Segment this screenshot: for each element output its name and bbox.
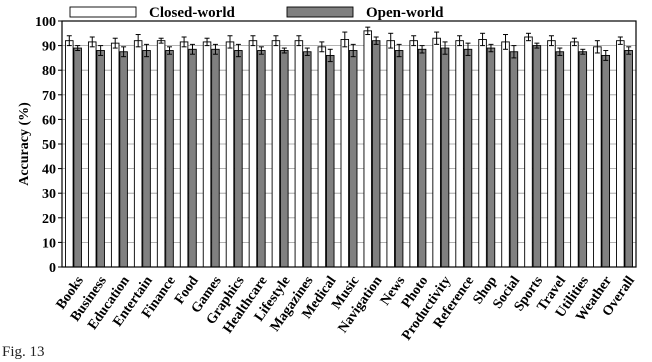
- bar-open-world: [532, 45, 542, 268]
- bar-open-world: [417, 48, 427, 268]
- legend-swatch-open-world: [286, 6, 354, 18]
- legend-label: Closed-world: [149, 5, 235, 21]
- bar-open-world: [96, 50, 105, 268]
- bar-closed-world: [409, 40, 418, 268]
- bar-closed-world: [386, 40, 395, 268]
- bar-closed-world: [202, 41, 212, 268]
- bar-closed-world: [432, 37, 441, 268]
- bar-closed-world: [65, 40, 74, 268]
- bar-open-world: [165, 50, 174, 268]
- bar-closed-world: [501, 41, 510, 268]
- bar-closed-world: [455, 40, 464, 268]
- bar-open-world: [486, 47, 496, 268]
- y-tick-label: 0: [49, 261, 56, 276]
- bar-open-world: [555, 51, 565, 268]
- bar-open-world: [371, 40, 381, 268]
- bar-open-world: [624, 50, 633, 268]
- bar-open-world: [280, 50, 289, 268]
- bar-closed-world: [179, 41, 189, 268]
- y-tick-label: 100: [35, 15, 56, 30]
- plot-frame: [61, 20, 637, 268]
- legend-swatch-closed-world: [69, 6, 137, 18]
- bar-open-world: [601, 54, 611, 268]
- legend-label: Open-world: [366, 5, 444, 21]
- y-tick-label: 50: [42, 138, 56, 153]
- bar-open-world: [211, 48, 220, 268]
- bar-closed-world: [593, 46, 602, 268]
- bar-open-world: [578, 51, 588, 268]
- bar-open-world: [463, 48, 473, 268]
- bar-open-world: [234, 50, 243, 268]
- y-tick-label: 90: [42, 40, 56, 55]
- bar-open-world: [73, 47, 82, 268]
- bar-open-world: [142, 50, 151, 268]
- figure-caption: Fig. 13: [2, 344, 45, 360]
- bar-open-world: [303, 51, 312, 268]
- y-tick-label: 10: [42, 236, 56, 251]
- y-axis-label: Accuracy (%): [17, 102, 32, 186]
- y-tick-label: 70: [42, 89, 56, 104]
- bar-closed-world: [248, 40, 258, 268]
- bar-open-world: [188, 48, 197, 268]
- bar-open-world: [348, 50, 358, 268]
- y-tick-label: 30: [42, 187, 56, 202]
- bar-open-world: [257, 50, 266, 268]
- y-tick-label: 80: [42, 64, 56, 79]
- bar-closed-world: [156, 40, 166, 268]
- bar-closed-world: [87, 41, 97, 268]
- bar-closed-world: [110, 42, 120, 268]
- bar-closed-world: [340, 39, 350, 268]
- bar-closed-world: [363, 30, 373, 268]
- bar-closed-world: [294, 40, 304, 268]
- bar-closed-world: [524, 36, 533, 268]
- bar-open-world: [325, 54, 335, 268]
- bar-closed-world: [317, 46, 327, 268]
- bar-open-world: [440, 47, 450, 268]
- bar-open-world: [119, 51, 128, 268]
- bar-closed-world: [616, 40, 625, 268]
- y-tick-label: 20: [42, 212, 56, 227]
- bar-closed-world: [478, 39, 487, 268]
- y-tick-label: 40: [42, 163, 56, 178]
- bar-open-world: [509, 51, 519, 268]
- bar-closed-world: [547, 40, 556, 268]
- y-tick-label: 60: [42, 113, 56, 128]
- bar-open-world: [394, 50, 404, 268]
- bar-closed-world: [271, 40, 281, 268]
- bar-closed-world: [133, 40, 143, 268]
- bar-closed-world: [570, 41, 579, 268]
- bar-closed-world: [225, 41, 235, 268]
